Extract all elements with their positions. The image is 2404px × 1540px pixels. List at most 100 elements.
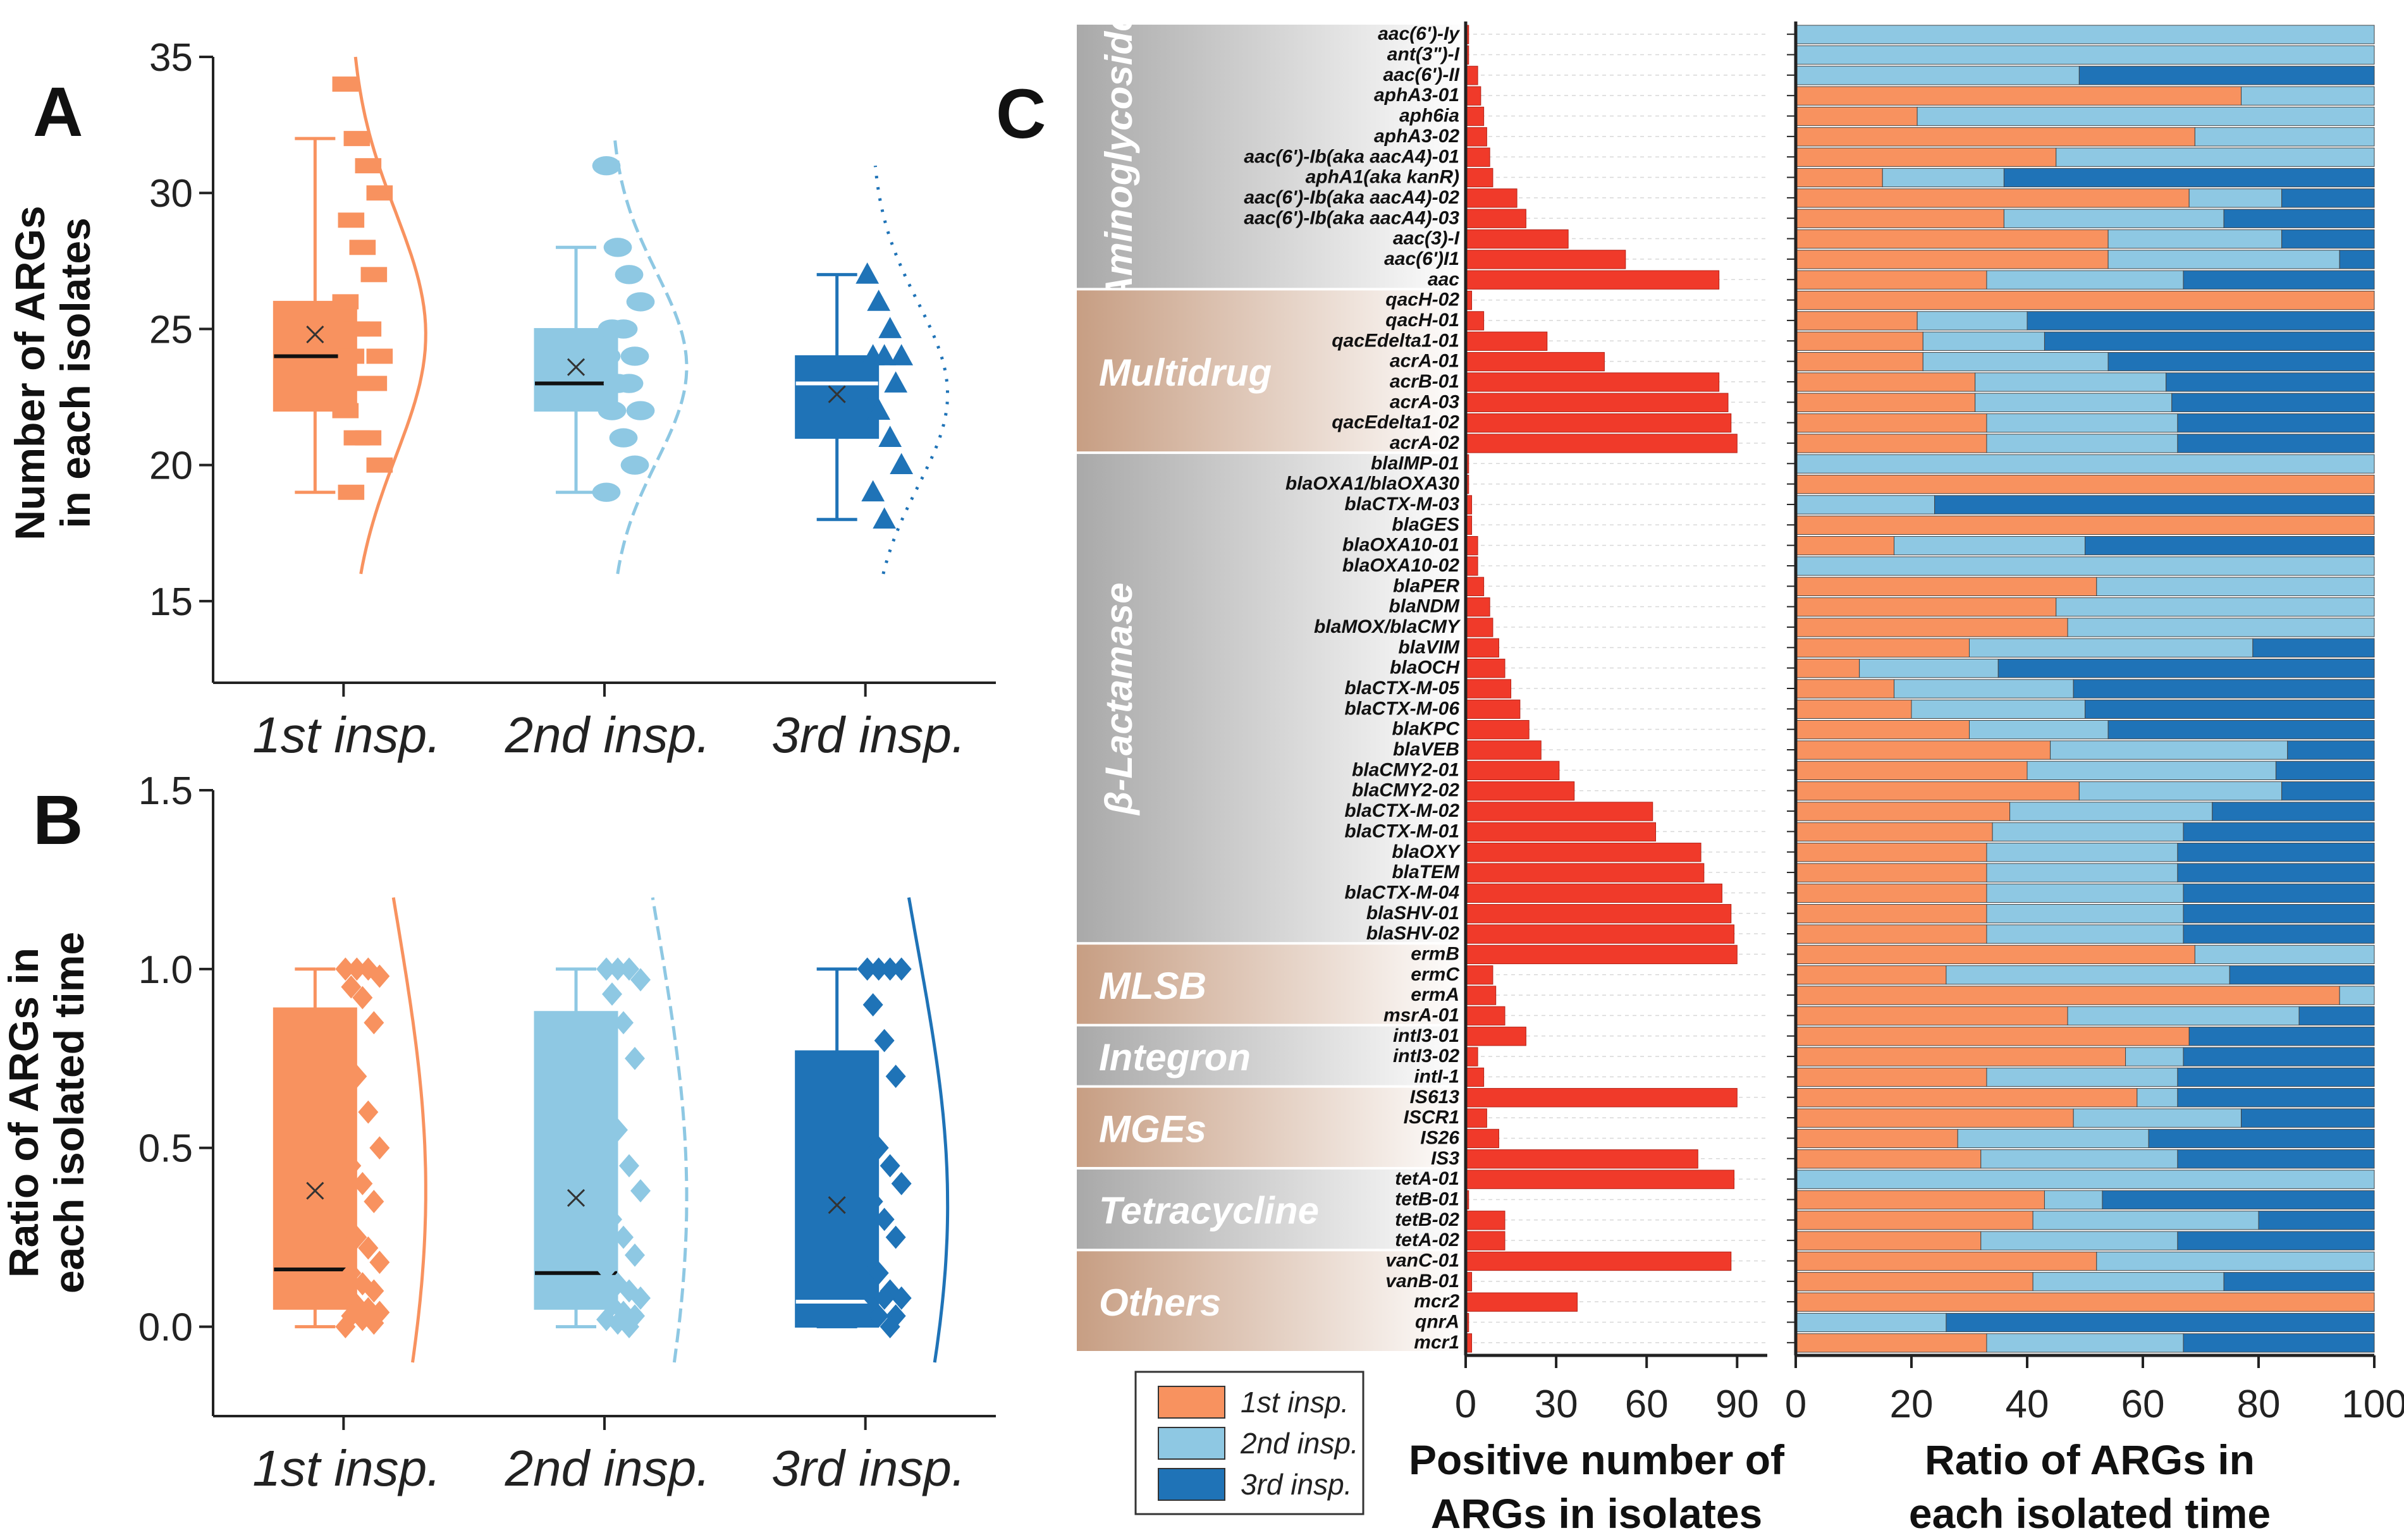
data-point (891, 1171, 912, 1195)
gene-label: aac(6')-Iy (1378, 23, 1460, 44)
gene-label: vanB-01 (1385, 1271, 1459, 1292)
data-point (626, 401, 655, 420)
ratio-bar-segment (2298, 1006, 2375, 1026)
count-bar (1465, 168, 1493, 188)
gene-label: blaPER (1393, 575, 1459, 596)
box-iqr (795, 1050, 880, 1328)
ratio-bar-segment (1980, 1231, 2178, 1250)
gene-label: acrA-02 (1390, 432, 1459, 453)
data-point (878, 425, 902, 448)
gene-label: ermA (1411, 984, 1459, 1005)
ratio-bar-segment (2166, 372, 2375, 392)
category-label: Others (1099, 1281, 1221, 1324)
count-bar (1465, 434, 1738, 453)
count-bar (1465, 127, 1487, 147)
data-point (609, 319, 638, 339)
count-x-title: Positive number of (1409, 1436, 1785, 1483)
gene-label: qacEdelta1-01 (1332, 330, 1459, 351)
ratio-bar-segment (1795, 679, 1895, 699)
data-point (338, 348, 365, 364)
gene-label: blaCTX-M-01 (1344, 821, 1459, 841)
data-point (352, 1171, 373, 1195)
ratio-bar-segment (1795, 986, 2340, 1005)
ratio-bar-segment (2009, 802, 2213, 821)
gene-label: blaOXY (1392, 841, 1461, 862)
data-point (352, 1307, 373, 1331)
count-bar (1465, 1047, 1478, 1066)
y-tick-label: 1.5 (138, 769, 193, 813)
ratio-bar-segment (1934, 495, 2375, 515)
ratio-bar-segment (2078, 66, 2375, 85)
ratio-bar-segment (1922, 351, 2109, 372)
ratio-bar-segment (1795, 1211, 2033, 1230)
ratio-bar-segment (1795, 372, 1976, 392)
ratio-bar-segment (1795, 883, 1987, 903)
data-point (364, 1190, 384, 1213)
category-label: MLSB (1099, 965, 1206, 1007)
data-point (598, 401, 627, 420)
gene-label: blaVIM (1398, 637, 1460, 657)
ratio-x-title: Ratio of ARGs in (1925, 1436, 2255, 1483)
gene-label: aph6ia (1399, 106, 1459, 126)
gene-label: aac(3)-I (1393, 228, 1460, 249)
ratio-bar-segment (1795, 1190, 2045, 1210)
ratio-bar-segment (1795, 597, 2057, 617)
ratio-bar-segment (1795, 1272, 2033, 1292)
ratio-bar-segment (1859, 658, 1999, 678)
data-point (880, 1154, 900, 1178)
ratio-bar-segment (2107, 720, 2375, 740)
count-bar (1465, 250, 1626, 269)
ratio-bar-segment (1795, 1088, 2138, 1108)
mean-marker (828, 385, 846, 403)
box-iqr (534, 1011, 618, 1310)
ratio-bar-segment (1795, 965, 1947, 985)
ratio-bar-segment (2107, 229, 2283, 249)
mean-marker (306, 325, 324, 344)
data-point (619, 1154, 639, 1178)
gene-label: blaGES (1392, 514, 1459, 535)
data-point (335, 1207, 356, 1231)
gene-label: blaCMY2-01 (1352, 759, 1459, 780)
density-curve (391, 897, 427, 1363)
data-point (366, 348, 393, 364)
data-point (857, 1100, 878, 1124)
data-point (592, 346, 621, 366)
ratio-bar-segment (1795, 86, 2242, 106)
x-tick-label: 1st insp. (252, 707, 441, 763)
x-tick-label: 2nd insp. (505, 707, 711, 763)
gene-label: aac(6')-Ib(aka aacA4)-03 (1244, 207, 1459, 228)
gene-label: aac(6')-Ib(aka aacA4)-01 (1244, 146, 1459, 167)
count-bar (1465, 372, 1720, 392)
count-bar (1465, 393, 1729, 412)
count-bar (1465, 802, 1653, 821)
data-point (364, 1279, 384, 1303)
ratio-bar-segment (2188, 188, 2283, 208)
data-point (341, 1261, 362, 1285)
ratio-bar-segment (1986, 413, 2178, 433)
count-bar (1465, 658, 1506, 678)
ratio-x-tick-label: 0 (1785, 1383, 1806, 1426)
gene-label: mcr1 (1414, 1332, 1459, 1353)
panel-label-b: B (33, 781, 83, 859)
y-tick-label: 30 (149, 172, 193, 216)
gene-label: blaSHV-02 (1366, 923, 1460, 944)
y-tick-label: 0.0 (138, 1306, 193, 1350)
gene-label: ermB (1411, 943, 1459, 964)
count-bar (1465, 209, 1526, 228)
data-point (885, 1225, 906, 1249)
category-label: Tetracycline (1099, 1190, 1319, 1232)
ratio-bar-segment (2223, 1272, 2375, 1292)
gene-label: acrA-01 (1390, 351, 1459, 372)
data-point (596, 1307, 616, 1331)
ratio-bar-segment (1795, 434, 1987, 453)
ratio-bar-segment (1795, 168, 1883, 188)
ratio-bar-segment (1992, 822, 2184, 842)
data-point (874, 1207, 895, 1231)
gene-label: aac(6')-Ib(aka aacA4)-02 (1244, 187, 1459, 208)
mean-marker (567, 358, 586, 376)
ratio-bar-segment (2148, 1128, 2375, 1149)
gene-label: qacH-01 (1385, 310, 1459, 331)
count-bar (1465, 1149, 1698, 1169)
count-bar (1465, 188, 1518, 208)
gene-label: aphA3-01 (1374, 85, 1459, 106)
